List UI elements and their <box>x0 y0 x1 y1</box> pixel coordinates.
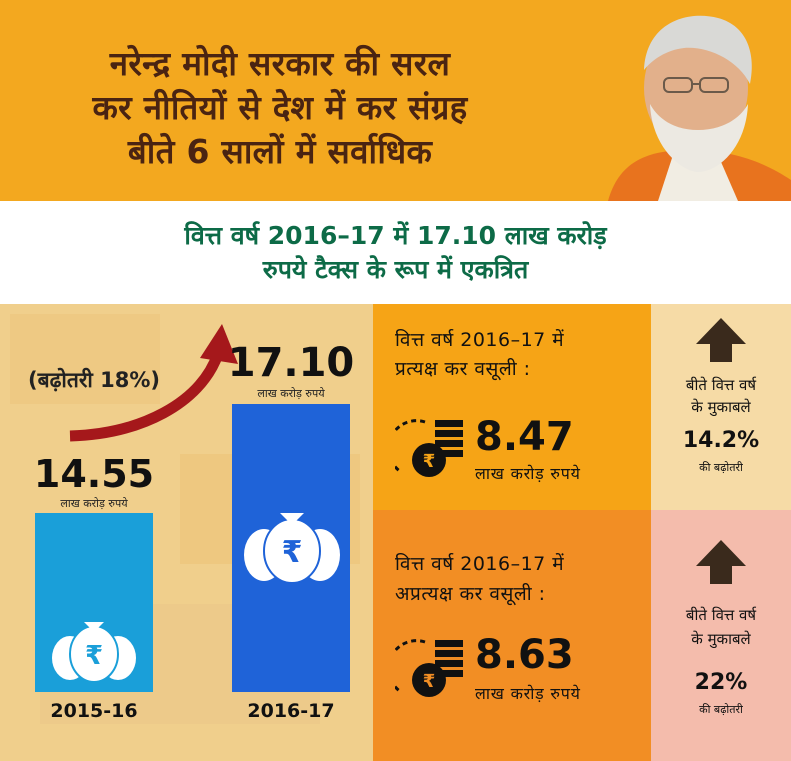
bar-chart: (बढ़ोतरी 18%) 14.55 लाख करोड़ रुपये 17.1… <box>0 304 373 761</box>
coin-stack-icon: ₹ <box>395 639 463 697</box>
direct-growth-caption: की बढ़ोतरी <box>699 461 743 474</box>
direct-tax-heading-line-1: वित्त वर्ष 2016–17 में <box>395 329 565 351</box>
indirect-tax-heading-line-2: अप्रत्यक्ष कर वसूली : <box>395 583 546 605</box>
direct-growth-line-1: बीते वित्त वर्ष <box>685 376 757 394</box>
indirect-growth-caption: की बढ़ोतरी <box>699 703 743 716</box>
subheading-line-2: रुपये टैक्स के रूप में एकत्रित <box>262 255 529 284</box>
year-label: 2016-17 <box>247 700 335 722</box>
direct-growth-percent: 14.2% <box>682 428 760 453</box>
indirect-tax-heading-line-1: वित्त वर्ष 2016–17 में <box>395 553 565 575</box>
indirect-tax-amount: 8.63 <box>475 632 574 678</box>
indirect-growth-line-1: बीते वित्त वर्ष <box>685 606 757 624</box>
headline: नरेन्द्र मोदी सरकार की सरल कर नीतियों से… <box>20 42 540 174</box>
direct-tax-panel: वित्त वर्ष 2016–17 में प्रत्यक्ष कर वसूल… <box>373 304 651 510</box>
direct-tax-unit: लाख करोड़ रुपये <box>475 464 581 483</box>
rupee-symbol: ₹ <box>423 671 436 692</box>
growth-label: (बढ़ोतरी 18%) <box>28 368 161 392</box>
indirect-growth-percent: 22% <box>694 670 748 695</box>
indirect-tax-panel: वित्त वर्ष 2016–17 में अप्रत्यक्ष कर वसू… <box>373 510 651 761</box>
arrow-up-icon <box>696 540 746 584</box>
subheading-line-1: वित्त वर्ष 2016–17 में 17.10 लाख करोड़ <box>184 221 607 250</box>
bar-unit-label: लाख करोड़ रुपये <box>257 387 325 400</box>
growth-arrow-icon <box>69 324 238 442</box>
rupee-symbol: ₹ <box>423 451 436 472</box>
direct-tax-growth-panel: बीते वित्त वर्ष के मुकाबले 14.2% की बढ़ो… <box>651 304 791 510</box>
bar-unit-label: लाख करोड़ रुपये <box>60 497 128 510</box>
bar-value-label: 14.55 <box>33 452 155 496</box>
arrow-up-icon <box>696 318 746 362</box>
header-banner: नरेन्द्र मोदी सरकार की सरल कर नीतियों से… <box>0 0 791 201</box>
direct-tax-amount: 8.47 <box>475 414 574 460</box>
money-bag-icon: ₹ <box>244 513 340 584</box>
direct-tax-heading-line-2: प्रत्यक्ष कर वसूली : <box>395 358 531 380</box>
coin-stack-icon: ₹ <box>395 419 463 477</box>
rupee-symbol: ₹ <box>282 535 303 570</box>
year-label: 2015-16 <box>50 700 138 722</box>
direct-growth-line-2: के मुकाबले <box>691 398 751 416</box>
headline-line-2: कर नीतियों से देश में कर संग्रह <box>92 88 468 127</box>
headline-line-3: बीते 6 सालों में सर्वाधिक <box>127 132 433 171</box>
portrait-image <box>588 0 791 201</box>
bar-value-label: 17.10 <box>227 340 355 386</box>
indirect-tax-unit: लाख करोड़ रुपये <box>475 684 581 703</box>
rupee-symbol: ₹ <box>85 641 103 671</box>
money-bag-icon: ₹ <box>52 622 136 683</box>
headline-line-1: नरेन्द्र मोदी सरकार की सरल <box>109 44 451 83</box>
indirect-tax-growth-panel: बीते वित्त वर्ष के मुकाबले 22% की बढ़ोतर… <box>651 510 791 761</box>
indirect-growth-line-2: के मुकाबले <box>691 630 751 648</box>
subheading: वित्त वर्ष 2016–17 में 17.10 लाख करोड़ र… <box>0 201 791 304</box>
